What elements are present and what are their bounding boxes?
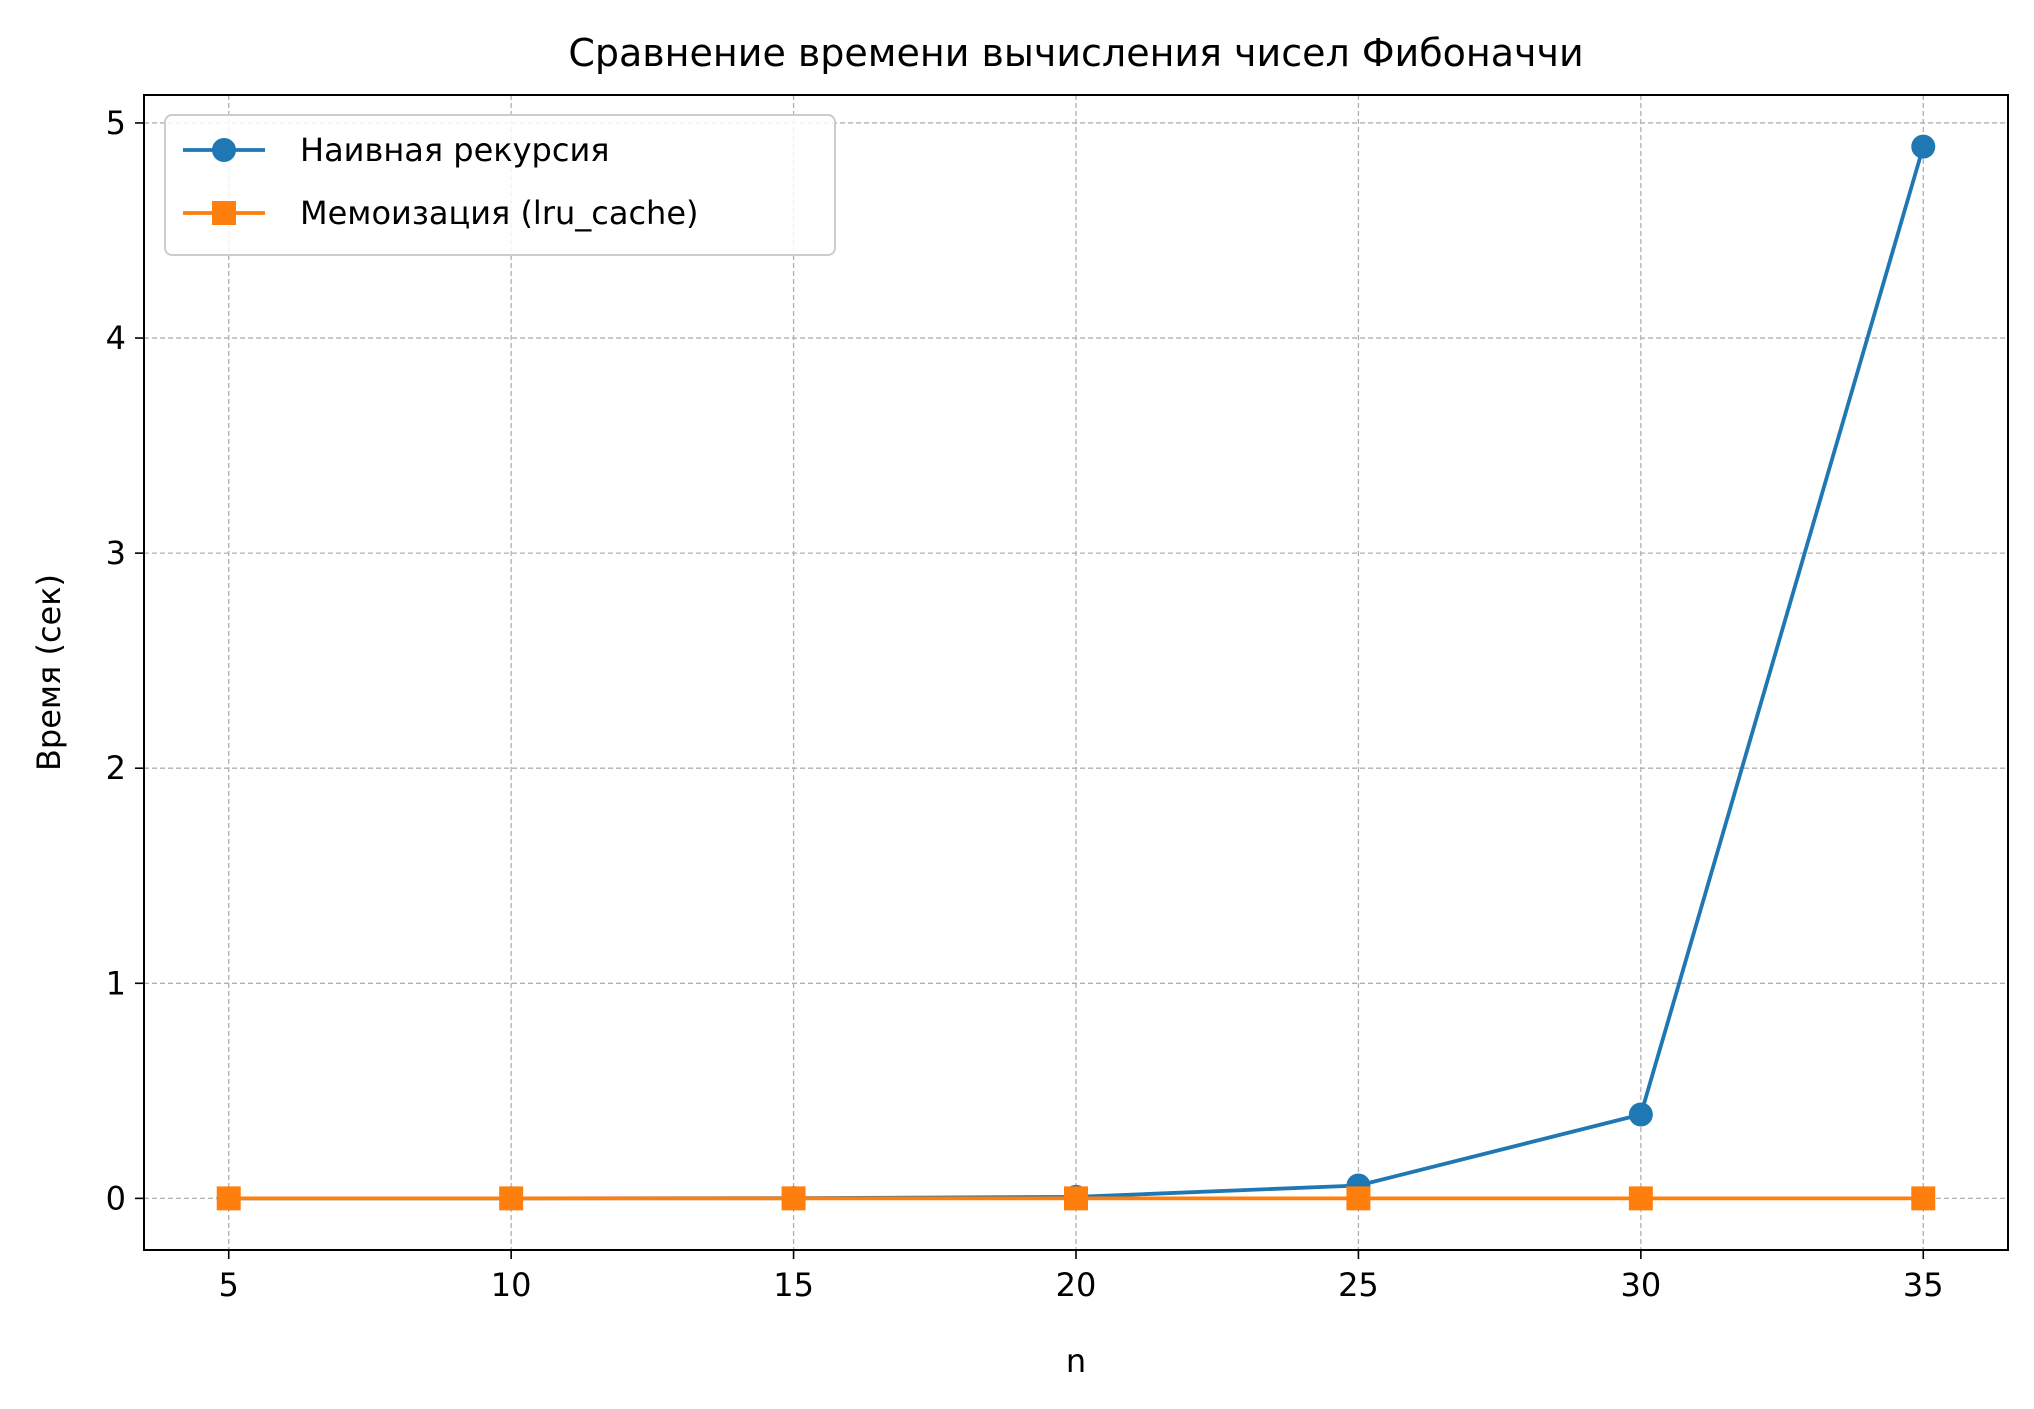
y-tick-label: 1 xyxy=(106,964,126,1002)
y-tick-label: 5 xyxy=(106,104,126,142)
data-point xyxy=(1628,1186,1653,1211)
x-tick-label: 15 xyxy=(773,1266,814,1304)
series-layer xyxy=(216,134,1936,1211)
x-tick-label: 35 xyxy=(1903,1266,1944,1304)
chart-title: Сравнение времени вычисления чисел Фибон… xyxy=(568,31,1583,75)
ticks: 5 10 15 20 25 30 35 0 1 2 3 4 5 xyxy=(106,104,1944,1304)
x-tick-label: 25 xyxy=(1338,1266,1379,1304)
legend: Наивная рекурсия Мемоизация (lru_cache) xyxy=(164,114,836,256)
data-point xyxy=(1064,1186,1088,1211)
data-point xyxy=(1911,134,1936,159)
legend-box xyxy=(164,114,836,256)
legend-marker xyxy=(212,138,236,162)
data-point xyxy=(216,1186,241,1211)
y-tick-label: 4 xyxy=(106,319,126,357)
data-point xyxy=(1911,1186,1936,1211)
y-tick-label: 2 xyxy=(106,749,126,787)
legend-marker xyxy=(212,201,236,225)
data-point xyxy=(1628,1102,1653,1127)
data-point xyxy=(1346,1186,1371,1211)
x-tick-label: 20 xyxy=(1056,1266,1097,1304)
x-tick-label: 30 xyxy=(1620,1266,1661,1304)
y-tick-label: 0 xyxy=(106,1179,126,1217)
legend-label: Наивная рекурсия xyxy=(300,131,610,169)
y-axis-label: Время (сек) xyxy=(30,574,68,771)
x-tick-label: 10 xyxy=(491,1266,532,1304)
data-point xyxy=(781,1186,806,1211)
x-tick-label: 5 xyxy=(219,1266,239,1304)
x-axis-label: n xyxy=(1066,1342,1086,1380)
data-point xyxy=(499,1186,524,1211)
legend-label: Мемоизация (lru_cache) xyxy=(300,194,699,232)
y-tick-label: 3 xyxy=(106,534,126,572)
